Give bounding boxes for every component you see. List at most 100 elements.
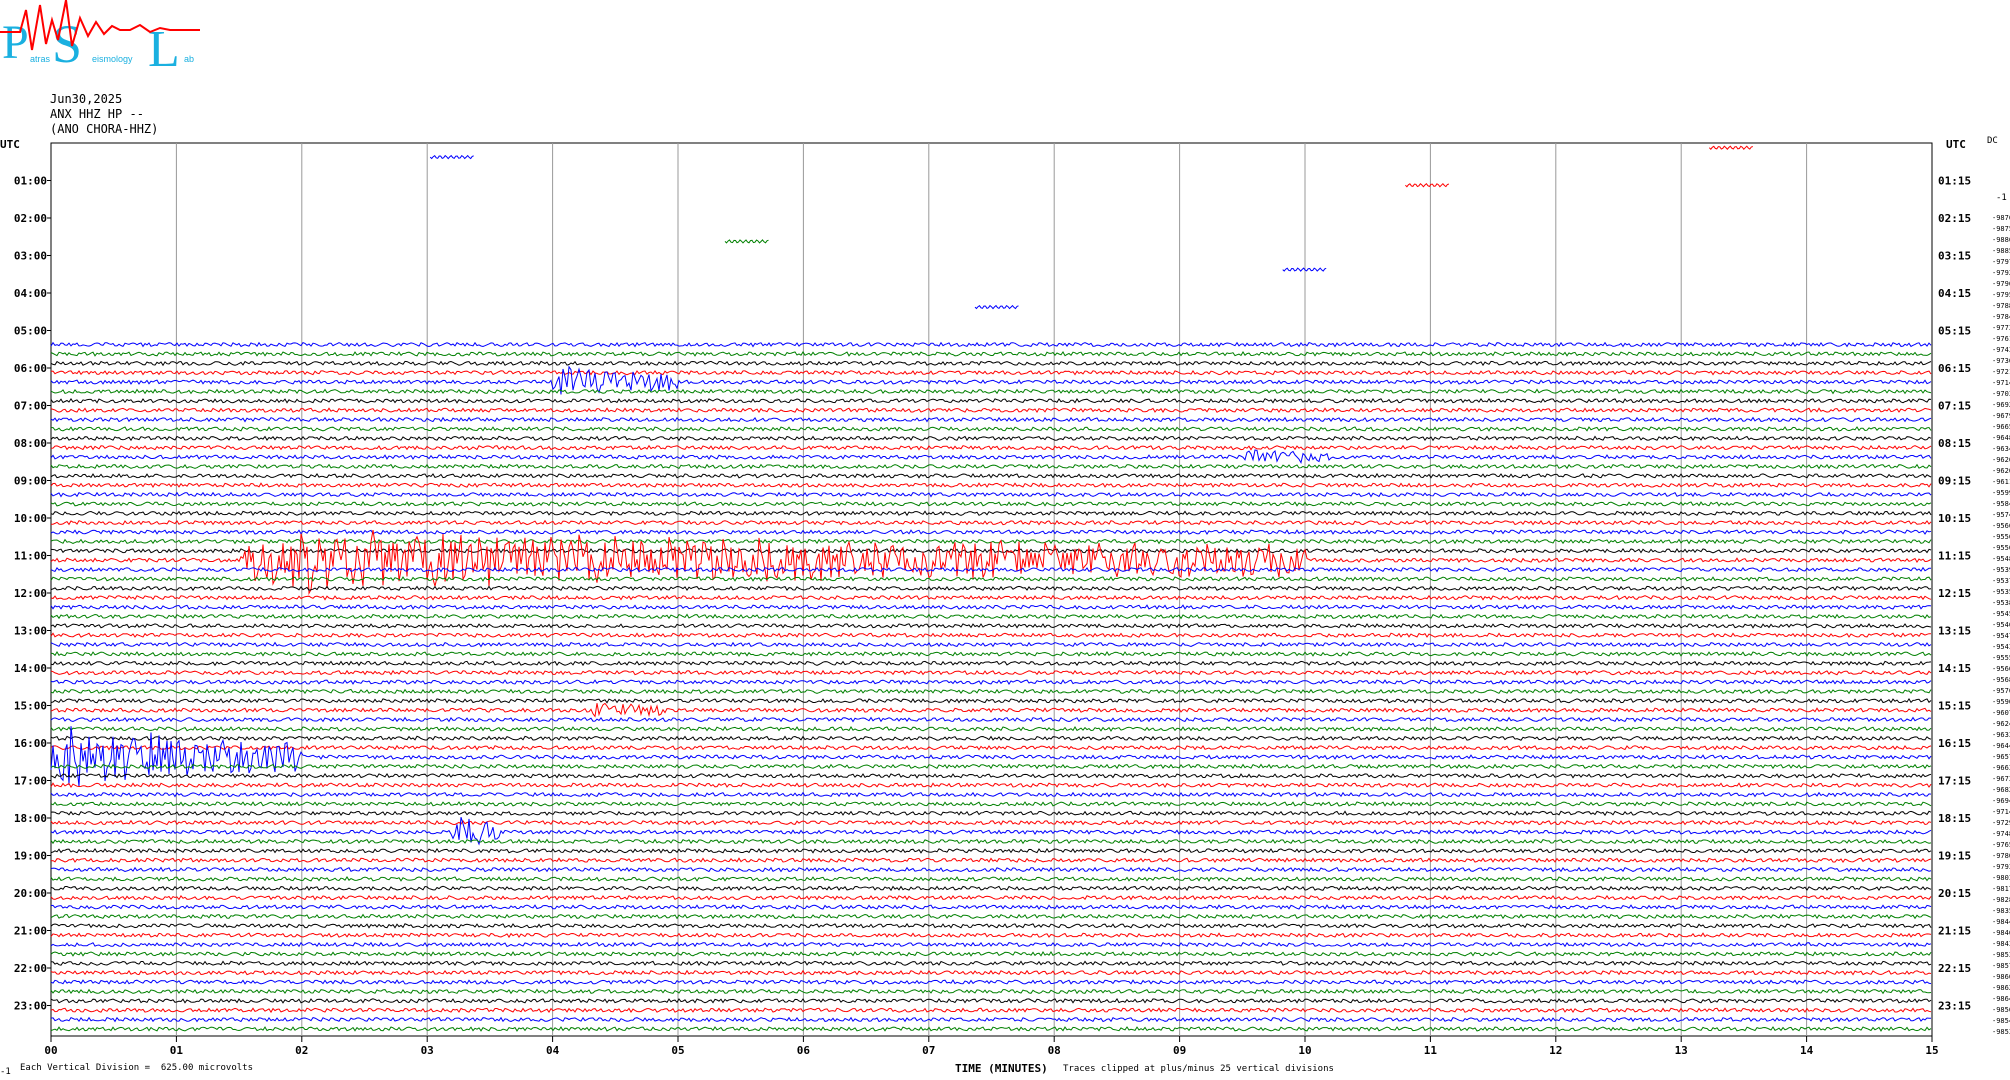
header-date: Jun30,2025 <box>50 92 123 106</box>
seismic-trace <box>50 365 1932 395</box>
seismic-trace <box>50 801 1932 807</box>
dc-offset-label: -9885 <box>1992 247 2010 255</box>
seismic-trace <box>50 726 1932 787</box>
seismic-trace <box>50 491 1932 498</box>
dc-offset-label: -9765 <box>1992 841 2010 849</box>
right-hour-label: 03:15 <box>1938 250 1971 263</box>
dc-offset-label: -9566 <box>1992 665 2010 673</box>
dc-offset-label: -9550 <box>1992 544 2010 552</box>
dc-offset-label: -9817 <box>1992 885 2010 893</box>
dc-offset-label: -9846 <box>1992 929 2010 937</box>
seismic-trace <box>50 482 1932 489</box>
header-station: ANX HHZ HP -- <box>50 107 144 121</box>
seismic-trace <box>50 847 1932 854</box>
x-tick-label: 09 <box>1173 1044 1186 1057</box>
seismic-trace <box>50 702 1932 718</box>
seismic-trace <box>50 876 1932 882</box>
seismic-trace <box>50 932 1932 939</box>
seismic-trace <box>50 641 1932 648</box>
dc-offset-label: -9555 <box>1992 654 2010 662</box>
left-hour-label: 07:00 <box>14 400 47 413</box>
left-hour-label: 17:00 <box>14 775 47 788</box>
logo-word-lab: ab <box>184 54 194 64</box>
seismic-trace <box>50 351 1932 357</box>
left-hour-label: 21:00 <box>14 925 47 938</box>
dc-offset-label: -9547 <box>1992 632 2010 640</box>
logo-letter-p: P <box>2 16 29 69</box>
seismic-trace <box>50 866 1932 873</box>
seismic-trace <box>50 904 1932 910</box>
seismic-trace <box>51 519 1932 526</box>
seismic-trace <box>50 369 1932 376</box>
left-hour-label: 16:00 <box>14 737 47 750</box>
dc-offset-label: -9673 <box>1992 775 2010 783</box>
logo-word-seismology: eismology <box>92 54 133 64</box>
dc-offset-label: -9556 <box>1992 533 2010 541</box>
x-tick-label: 14 <box>1800 1044 1814 1057</box>
right-hour-label: 13:15 <box>1938 625 1971 638</box>
x-tick-label: 00 <box>44 1044 57 1057</box>
seismic-trace <box>50 923 1932 929</box>
right-hour-label: 06:15 <box>1938 362 1971 375</box>
right-hour-label: 23:15 <box>1938 1000 1971 1013</box>
seismic-trace <box>50 1016 1932 1023</box>
seismic-trace <box>50 885 1932 892</box>
dc-offset-label: -9657 <box>1992 753 2010 761</box>
right-hour-label: 05:15 <box>1938 325 1971 338</box>
seismic-trace <box>50 979 1932 985</box>
seismic-trace <box>50 838 1932 845</box>
seismic-trace <box>50 697 1932 704</box>
seismic-trace <box>50 566 1931 573</box>
right-hour-label: 08:15 <box>1938 437 1971 450</box>
dc-offset-label: -9797 <box>1992 258 2010 266</box>
dc-offset-label: -9736 <box>1992 357 2010 365</box>
x-tick-label: 15 <box>1925 1044 1938 1057</box>
dc-offset-label: -9568 <box>1992 676 2010 684</box>
left-hour-label: 15:00 <box>14 700 47 713</box>
seismic-trace <box>50 529 1932 535</box>
dc-offset-label: -9835 <box>1992 907 2010 915</box>
seismic-trace <box>50 688 1932 695</box>
left-hour-label: 09:00 <box>14 475 47 488</box>
seismic-trace <box>50 988 1932 995</box>
dc-offset-label: -9599 <box>1992 489 2010 497</box>
seismic-trace <box>50 969 1932 976</box>
seismic-trace <box>50 426 1932 432</box>
seismic-trace <box>50 810 1932 817</box>
left-hour-label: 06:00 <box>14 362 47 375</box>
dc-offset-label: -9864 <box>1992 995 2010 1003</box>
left-hour-label: 14:00 <box>14 662 47 675</box>
left-hour-label: 10:00 <box>14 512 47 525</box>
dc-offset-label: -9682 <box>1992 786 2010 794</box>
seismic-trace <box>50 416 1932 423</box>
x-tick-label: 08 <box>1048 1044 1061 1057</box>
x-axis-title: TIME (MINUTES) <box>955 1062 1048 1075</box>
right-hour-label: 15:15 <box>1938 700 1971 713</box>
seismic-trace <box>50 510 1932 517</box>
left-hour-label: 11:00 <box>14 550 47 563</box>
dc-offset-label: -9644 <box>1992 742 2010 750</box>
dc-offset-label: -9793 <box>1992 863 2010 871</box>
seismic-trace <box>50 530 1932 596</box>
dc-offset-label: -9788 <box>1992 302 2010 310</box>
seismic-trace <box>50 463 1932 470</box>
dc-offset-label: -9886 <box>1992 236 2010 244</box>
seismic-trace <box>50 1026 1932 1032</box>
seismic-trace-fragment <box>724 239 769 244</box>
dc-offset-label: -9539 <box>1992 566 2010 574</box>
seismic-trace <box>50 894 1932 901</box>
footer-clip-note: Traces clipped at plus/minus 25 vertical… <box>1063 1064 1334 1074</box>
left-hour-label: 22:00 <box>14 962 47 975</box>
right-utc-label: UTC <box>1946 138 1966 151</box>
dc-offset-label: -9538 <box>1992 599 2010 607</box>
x-tick-label: 13 <box>1675 1044 1688 1057</box>
dc-offset-label: -9828 <box>1992 896 2010 904</box>
dc-offset-label: -9576 <box>1992 687 2010 695</box>
seismic-trace <box>50 435 1932 442</box>
dc-offset-label: -9545 <box>1992 610 2010 618</box>
seismic-trace <box>50 388 1932 395</box>
seismic-trace <box>50 660 1932 667</box>
seismic-trace <box>50 951 1932 957</box>
seismic-trace <box>50 763 1932 770</box>
dc-offset-label: -9856 <box>1992 1006 2010 1014</box>
